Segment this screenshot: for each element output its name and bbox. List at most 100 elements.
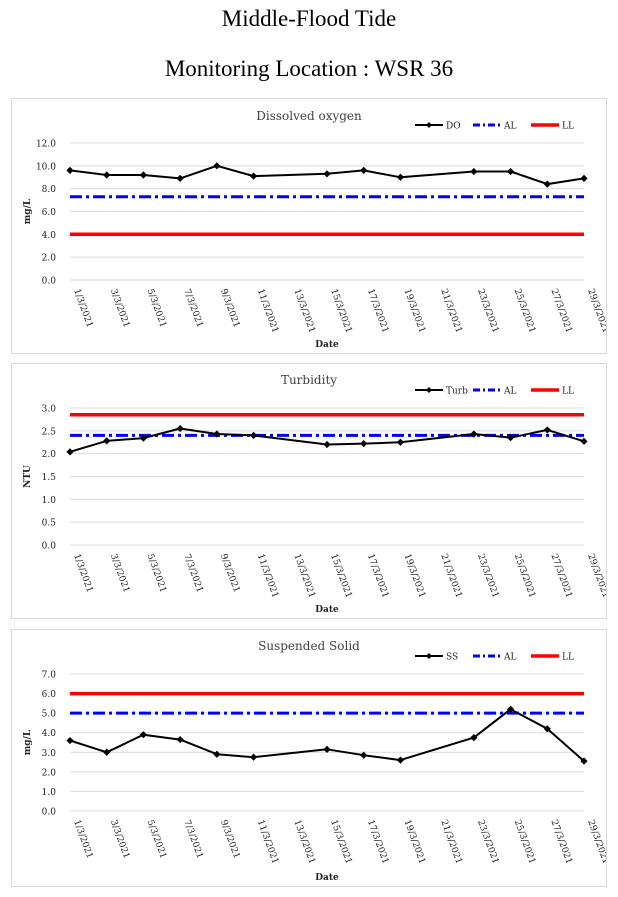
x-tick-label: 17/3/2021 bbox=[365, 553, 390, 600]
x-tick-label: 7/3/2021 bbox=[181, 288, 204, 329]
x-tick-label: 23/3/2021 bbox=[475, 819, 500, 866]
legend-label-turb: Turb bbox=[446, 387, 468, 397]
data-point-do bbox=[213, 162, 221, 170]
y-tick-label: 0.0 bbox=[42, 808, 57, 818]
x-tick-label: 11/3/2021 bbox=[255, 819, 280, 866]
x-tick-label: 7/3/2021 bbox=[181, 553, 204, 594]
x-tick-label: 27/3/2021 bbox=[548, 288, 573, 335]
y-tick-label: 1.5 bbox=[42, 473, 57, 483]
chart-title: Turbidity bbox=[281, 373, 337, 387]
x-tick-label: 19/3/2021 bbox=[402, 553, 427, 600]
data-point-ss bbox=[103, 748, 111, 756]
y-tick-label: 0.5 bbox=[42, 519, 57, 529]
y-axis-label: mg/L bbox=[23, 198, 33, 224]
data-point-ss bbox=[470, 734, 478, 742]
x-tick-label: 1/3/2021 bbox=[71, 553, 94, 594]
x-tick-label: 5/3/2021 bbox=[145, 553, 168, 594]
x-tick-label: 9/3/2021 bbox=[218, 553, 241, 594]
data-point-ss bbox=[396, 756, 405, 764]
y-tick-label: 6.0 bbox=[42, 690, 57, 700]
data-point-do bbox=[506, 167, 515, 176]
legend-label-ss: SS bbox=[446, 653, 458, 663]
y-axis-label: NTU bbox=[23, 465, 33, 488]
x-tick-label: 3/3/2021 bbox=[108, 819, 131, 860]
y-tick-label: 0.0 bbox=[42, 277, 57, 287]
y-tick-label: 12.0 bbox=[36, 140, 56, 150]
x-tick-label: 25/3/2021 bbox=[512, 288, 537, 335]
data-point-do bbox=[543, 180, 551, 188]
data-point-do bbox=[249, 172, 258, 180]
x-tick-label: 11/3/2021 bbox=[255, 288, 280, 335]
legend-label-al: AL bbox=[503, 122, 516, 132]
data-point-ss bbox=[213, 750, 221, 758]
data-point-do bbox=[470, 167, 478, 176]
data-point-do bbox=[396, 173, 405, 181]
x-tick-label: 7/3/2021 bbox=[181, 819, 204, 860]
x-axis-label: Date bbox=[315, 873, 339, 883]
legend-label-ll: LL bbox=[562, 387, 574, 397]
y-tick-label: 7.0 bbox=[42, 671, 57, 681]
x-tick-label: 13/3/2021 bbox=[291, 819, 316, 866]
data-point-turb bbox=[470, 430, 478, 438]
x-tick-label: 21/3/2021 bbox=[438, 819, 463, 866]
x-axis-label: Date bbox=[315, 340, 339, 350]
suspended-solid-chart: Suspended Solid 0.0 1.0 2.0 3.0 4.0 5.0 6.0 7.0 1… bbox=[11, 629, 610, 887]
x-tick-label: 25/3/2021 bbox=[512, 553, 537, 600]
data-point-turb bbox=[506, 434, 515, 442]
x-tick-label: 15/3/2021 bbox=[328, 553, 353, 600]
data-point-ss bbox=[139, 731, 148, 739]
x-tick-label: 13/3/2021 bbox=[291, 288, 316, 335]
data-point-do bbox=[66, 166, 74, 174]
data-point-do bbox=[139, 171, 148, 179]
legend-label-ll: LL bbox=[562, 122, 574, 132]
y-tick-label: 3.0 bbox=[42, 749, 57, 759]
y-tick-label: 4.0 bbox=[42, 231, 57, 241]
y-tick-label: 1.0 bbox=[42, 496, 57, 506]
x-tick-label: 29/3/2021 bbox=[585, 553, 606, 600]
x-tick-label: 29/3/2021 bbox=[585, 819, 606, 866]
x-tick-label: 21/3/2021 bbox=[438, 553, 463, 600]
x-tick-label: 5/3/2021 bbox=[145, 819, 168, 860]
legend-marker bbox=[426, 387, 432, 393]
data-point-turb bbox=[66, 448, 74, 456]
y-axis-label: mg/L bbox=[23, 729, 33, 755]
x-tick-label: 1/3/2021 bbox=[71, 819, 94, 860]
data-point-turb bbox=[396, 438, 405, 446]
data-point-do bbox=[360, 166, 368, 174]
y-tick-label: 5.0 bbox=[42, 710, 57, 720]
y-tick-label: 2.0 bbox=[42, 450, 57, 460]
legend-marker bbox=[426, 122, 432, 128]
y-tick-label: 3.0 bbox=[42, 405, 57, 415]
series-line-turb bbox=[69, 427, 585, 453]
series-line-ss bbox=[69, 708, 585, 762]
page-subtitle: Monitoring Location : WSR 36 bbox=[164, 56, 454, 81]
data-point-turb bbox=[249, 431, 258, 439]
y-tick-label: 10.0 bbox=[36, 162, 56, 172]
data-point-do bbox=[323, 170, 331, 178]
x-tick-label: 3/3/2021 bbox=[108, 288, 131, 329]
y-tick-label: 0.0 bbox=[42, 542, 57, 552]
legend-label-al: AL bbox=[503, 653, 516, 663]
x-tick-label: 27/3/2021 bbox=[548, 819, 573, 866]
y-tick-label: 6.0 bbox=[42, 208, 57, 218]
x-tick-label: 27/3/2021 bbox=[548, 553, 573, 600]
y-tick-label: 1.0 bbox=[42, 788, 57, 798]
y-tick-label: 4.0 bbox=[42, 729, 57, 739]
x-tick-label: 3/3/2021 bbox=[108, 553, 131, 594]
data-point-ss bbox=[66, 736, 74, 745]
data-point-do bbox=[176, 174, 184, 182]
x-tick-label: 17/3/2021 bbox=[365, 288, 390, 335]
x-tick-label: 29/3/2021 bbox=[585, 288, 606, 335]
x-tick-label: 13/3/2021 bbox=[291, 553, 316, 600]
x-tick-label: 5/3/2021 bbox=[145, 288, 168, 329]
dissolved-oxygen-chart: Dissolved oxygen 0.0 2.0 4.0 6.0 8.0 10.0 12.0 1… bbox=[11, 98, 610, 354]
x-tick-label: 19/3/2021 bbox=[402, 288, 427, 335]
chart-title: Suspended Solid bbox=[258, 639, 360, 653]
data-point-turb bbox=[323, 440, 331, 449]
data-point-ss bbox=[543, 725, 551, 733]
x-tick-label: 9/3/2021 bbox=[218, 819, 241, 860]
data-point-ss bbox=[249, 753, 258, 761]
x-tick-label: 19/3/2021 bbox=[402, 819, 427, 866]
x-tick-label: 15/3/2021 bbox=[328, 288, 353, 335]
x-tick-label: 1/3/2021 bbox=[71, 288, 94, 329]
